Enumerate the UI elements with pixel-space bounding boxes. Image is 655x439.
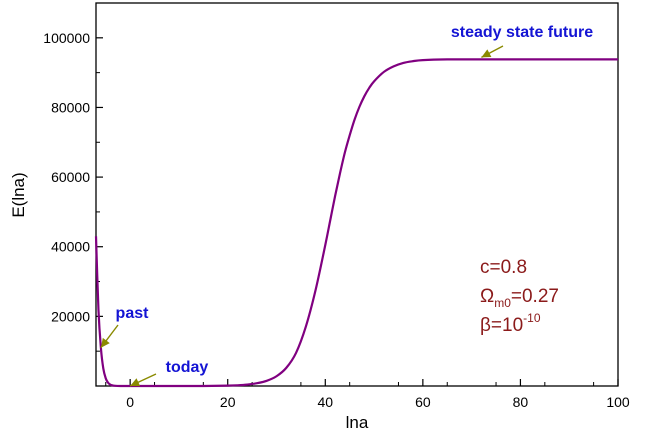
x-tick-label: 40 [318, 394, 334, 410]
annotation-steady-state-future: steady state future [451, 24, 593, 41]
x-tick-label: 100 [606, 394, 630, 410]
arrow-steady-state-future [481, 45, 504, 59]
param-beta: β=10-10 [480, 311, 541, 336]
series-line [94, 58, 618, 388]
x-tick-label: 80 [513, 394, 529, 410]
y-tick-label: 100000 [43, 30, 90, 46]
y-tick-label: 20000 [51, 308, 90, 324]
x-tick-label: 0 [126, 394, 134, 410]
arrow-today [129, 373, 157, 387]
param-omega: Ωm0=0.27 [480, 286, 559, 310]
omega-symbol: Ω [480, 286, 494, 307]
parameter-box: c=0.8 Ωm0=0.27 β=10-10 [480, 257, 559, 336]
beta-exponent: -10 [523, 311, 541, 325]
y-axis-title: E(lna) [9, 172, 28, 217]
param-c: c=0.8 [480, 257, 527, 278]
annotation-past: past [116, 305, 150, 322]
x-tick-label: 20 [220, 394, 236, 410]
x-axis-title: lna [346, 413, 369, 432]
y-tick-label: 40000 [51, 239, 90, 255]
annotation-arrows [100, 45, 504, 387]
beta-base: β=10 [480, 315, 523, 336]
plot-frame [95, 2, 619, 387]
omega-subscript: m0 [494, 296, 511, 310]
y-tick-label: 60000 [51, 169, 90, 185]
omega-value: =0.27 [511, 286, 559, 307]
x-tick-label: 60 [415, 394, 431, 410]
annotation-today: today [166, 359, 209, 376]
y-tick-label: 80000 [51, 99, 90, 115]
y-tick-labels: 20000 40000 60000 80000 100000 [43, 30, 90, 325]
arrow-past [100, 324, 119, 349]
x-tick-labels: 0 20 40 60 80 100 [126, 394, 630, 410]
